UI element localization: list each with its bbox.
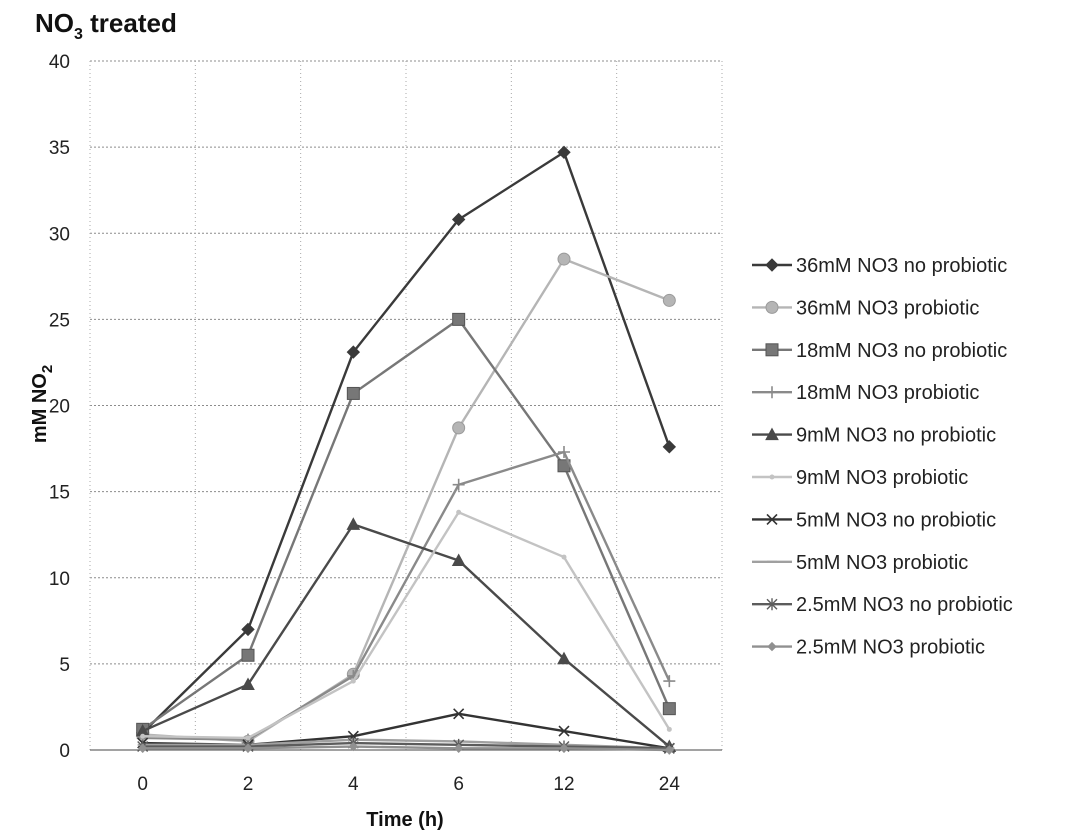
data-point — [662, 440, 677, 454]
data-point — [557, 145, 571, 159]
series-5 — [140, 509, 672, 741]
legend-label: 9mM NO3 probiotic — [796, 467, 968, 489]
legend-marker — [765, 427, 779, 441]
legend-label: 2.5mM NO3 no probiotic — [796, 594, 1013, 616]
series-2 — [136, 312, 676, 736]
data-point — [666, 726, 672, 732]
legend-marker — [765, 300, 779, 314]
data-point — [559, 743, 569, 753]
data-point — [453, 708, 465, 720]
x-tick-label: 6 — [453, 774, 464, 795]
chart-title: NO3 treated — [35, 8, 177, 43]
data-point — [241, 677, 255, 691]
legend-label: 18mM NO3 probiotic — [796, 382, 979, 404]
x-tick-label: 24 — [659, 774, 681, 795]
legend-entry: 9mM NO3 no probiotic — [752, 425, 996, 447]
data-point — [456, 509, 462, 515]
legend-entry: 2.5mM NO3 probiotic — [752, 637, 985, 659]
data-point — [346, 386, 360, 400]
series-line — [142, 523, 671, 748]
legend-marker — [765, 343, 779, 357]
x-tick-label: 2 — [243, 774, 254, 795]
data-point — [137, 743, 148, 753]
y-tick-label: 0 — [59, 741, 70, 762]
y-tick-label: 30 — [49, 224, 70, 245]
legend-label: 2.5mM NO3 probiotic — [796, 637, 985, 659]
x-tick-labels: 0 2 4 6 12 24 — [137, 774, 680, 795]
legend-marker — [766, 598, 778, 611]
legend-marker — [769, 474, 775, 480]
data-point — [245, 735, 251, 741]
y-tick-label: 20 — [49, 397, 70, 418]
data-point — [453, 743, 464, 753]
data-point — [664, 745, 675, 755]
legend-marker — [766, 386, 778, 399]
series-9 — [137, 741, 675, 755]
data-point — [348, 741, 359, 752]
x-axis-title: Time (h) — [366, 809, 443, 831]
legend-label: 5mM NO3 probiotic — [796, 552, 968, 574]
data-point — [558, 725, 570, 737]
legend-label: 18mM NO3 no probiotic — [796, 340, 1007, 362]
data-point — [451, 553, 466, 567]
legend-entry: 36mM NO3 probiotic — [752, 297, 979, 319]
data-point — [662, 702, 676, 716]
legend: 36mM NO3 no probiotic 36mM NO3 probiotic 1… — [752, 255, 1013, 659]
data-point — [346, 345, 361, 359]
data-point — [243, 743, 253, 753]
data-point — [241, 648, 255, 662]
y-tick-label: 25 — [49, 310, 70, 331]
legend-marker — [766, 513, 778, 525]
series-line — [142, 741, 670, 750]
legend-label: 36mM NO3 probiotic — [796, 297, 979, 319]
legend-entry: 2.5mM NO3 no probiotic — [752, 594, 1013, 616]
legend-entry: 18mM NO3 probiotic — [752, 382, 979, 404]
gridlines — [89, 60, 723, 751]
legend-entry: 36mM NO3 no probiotic — [752, 255, 1007, 277]
data-point — [140, 733, 146, 739]
series-line — [142, 511, 671, 740]
data-point — [561, 554, 567, 560]
data-point — [558, 446, 570, 459]
series-lines — [135, 145, 677, 755]
x-tick-label: 0 — [137, 774, 148, 795]
x-tick-label: 4 — [348, 774, 359, 795]
legend-entry: 5mM NO3 probiotic — [752, 552, 968, 574]
legend-marker — [765, 258, 779, 272]
series-line — [142, 745, 670, 752]
data-point — [452, 312, 466, 326]
y-tick-label: 15 — [49, 483, 70, 504]
data-point — [452, 421, 466, 435]
data-point — [663, 675, 676, 688]
legend-entry: 5mM NO3 no probiotic — [752, 509, 996, 531]
data-point — [557, 252, 571, 266]
legend-entry: 9mM NO3 probiotic — [752, 467, 968, 489]
x-tick-label: 12 — [553, 774, 574, 795]
data-point — [452, 478, 465, 491]
data-point — [346, 517, 361, 530]
y-tick-label: 5 — [59, 655, 70, 676]
y-tick-label: 10 — [49, 569, 70, 590]
series-line — [141, 318, 671, 731]
series-line — [142, 738, 670, 750]
y-tick-labels: 0 5 10 15 20 25 30 35 40 — [49, 52, 70, 762]
legend-label: 5mM NO3 no probiotic — [796, 509, 996, 531]
data-point — [241, 622, 255, 637]
legend-label: 9mM NO3 no probiotic — [796, 425, 996, 447]
legend-label: 36mM NO3 no probiotic — [796, 255, 1007, 277]
data-point — [451, 212, 466, 227]
y-axis-title: mM NO2 — [29, 365, 56, 443]
legend-marker — [767, 641, 777, 652]
data-point — [557, 651, 571, 665]
data-point — [350, 678, 356, 684]
series-line — [141, 151, 671, 734]
series-line — [142, 450, 671, 741]
y-tick-label: 35 — [49, 138, 70, 159]
y-tick-label: 40 — [49, 52, 70, 73]
data-point — [662, 293, 676, 307]
legend-entry: 18mM NO3 no probiotic — [752, 340, 1007, 362]
